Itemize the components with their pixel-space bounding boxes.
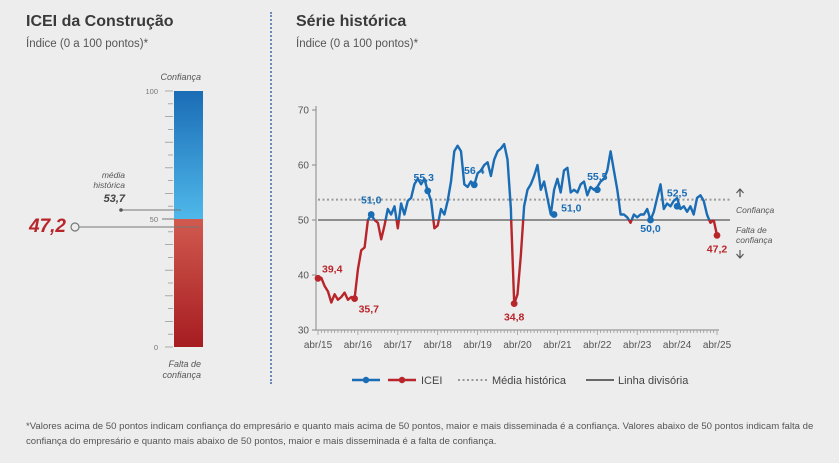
series-line-below [395,219,401,230]
data-label: 51,0 [361,195,382,207]
x-tick-label: abr/21 [543,340,572,351]
x-tick-label: abr/15 [304,340,333,351]
data-label: 47,2 [707,243,728,255]
current-value: 47,2 [28,216,66,237]
data-point-marker [713,232,721,239]
data-point-marker [593,186,601,194]
thermometer-gauge: Confiança 100 50 0 Falta de confiança mé… [28,72,203,380]
left-subtitle: Índice (0 a 100 pontos)* [26,38,149,50]
series-line-below [317,219,370,304]
legend-media-label: Média histórica [492,375,567,387]
arrow-down-icon [736,250,744,259]
data-point-marker [351,295,358,303]
gauge-tick-50: 50 [150,215,158,224]
x-tick-label: abr/23 [623,340,652,351]
left-title: ICEI da Construção [26,13,174,30]
series-line-above [522,150,630,221]
series-line-above [437,142,513,221]
data-label: 35,7 [359,304,380,316]
gauge-confidence-bar [174,91,203,219]
current-pointer-dot [70,222,80,232]
x-tick-label: abr/19 [463,340,492,351]
chart-subtitle: Índice (0 a 100 pontos)* [296,38,419,50]
y-axis: 30 40 50 60 70 [298,106,317,337]
data-point-marker [470,181,478,189]
data-point-marker [673,202,681,210]
side-lack-label-1: Falta de [736,225,767,235]
series-line-below [510,219,525,305]
avg-label-2: histórica [93,180,125,190]
gauge-ticks [162,90,174,348]
gauge-bottom-label-1: Falta de [168,359,201,369]
x-tick-label: abr/16 [344,340,373,351]
x-tick-label: abr/22 [583,340,612,351]
data-label: 56,4 [464,165,485,177]
legend-icei-red-dot [398,376,406,384]
gauge-lack-bar [174,219,203,347]
x-tick-label: abr/24 [663,340,692,351]
avg-value: 53,7 [104,193,126,205]
series-line-below [708,219,715,224]
x-tick-label: abr/17 [384,340,413,351]
y-tick-label: 30 [298,326,310,337]
gauge-tick-100: 100 [145,87,158,96]
legend-linha-label: Linha divisória [618,375,689,387]
data-point-marker [647,216,654,224]
data-point-marker [314,274,322,282]
series-line-above [384,205,398,221]
y-tick-label: 70 [298,106,310,117]
legend-icei-blue-dot [362,376,370,384]
y-tick-label: 50 [298,216,310,227]
series-line-below [373,219,387,241]
panel-divider [270,12,272,384]
avg-label-1: média [102,170,125,180]
side-lack-label-2: confiança [736,235,773,245]
side-confidence-label: Confiança [736,205,775,215]
data-point-marker [510,300,518,307]
y-tick-label: 40 [298,271,310,282]
data-label: 34,8 [504,312,525,324]
data-labels: 39,4 35,7 51,0 55,3 56,4 34,8 51,0 55,5 50,0 52,5… [314,165,728,324]
chart-title: Série histórica [296,13,407,30]
data-point-marker [424,187,432,195]
y-tick-label: 60 [298,161,310,172]
gauge-top-label: Confiança [160,72,201,82]
x-tick-label: abr/25 [703,340,732,351]
footnote: *Valores acima de 50 pontos indicam conf… [26,421,814,447]
gauge-tick-0: 0 [154,343,158,352]
series-line-below [432,219,440,230]
data-label: 51,0 [561,203,582,215]
data-point-marker [550,211,558,218]
data-label: 52,5 [667,187,688,199]
x-tick-label: abr/18 [424,340,453,351]
gauge-bottom-label-2: confiança [162,370,201,380]
data-label: 55,5 [587,171,608,183]
data-label: 39,4 [322,263,343,275]
x-axis: abr/15 abr/16 abr/17 abr/18 abr/19 abr/20 abr/… [304,329,732,351]
legend-icei-label: ICEI [421,375,442,387]
data-label: 50,0 [640,223,661,235]
series-line-below [627,219,633,224]
avg-pointer-dot [119,208,123,212]
arrow-up-icon [736,188,744,197]
data-label: 55,3 [414,172,435,184]
x-tick-label: abr/20 [503,340,532,351]
legend: ICEI Média histórica Linha divisória [352,375,689,387]
data-point-marker [367,211,375,218]
series-line-above [630,183,711,222]
